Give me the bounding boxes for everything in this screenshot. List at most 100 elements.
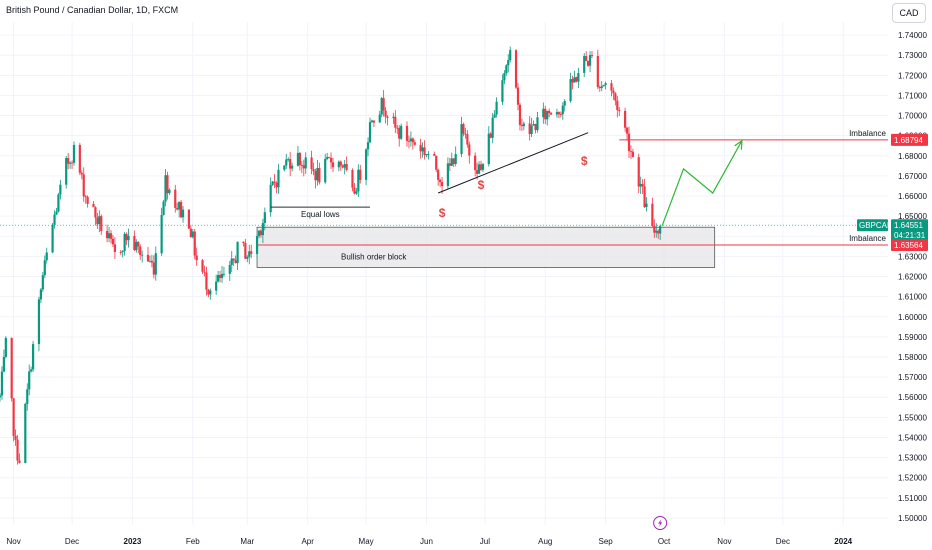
trendline[interactable]: [437, 132, 589, 194]
candle-body: [427, 153, 430, 155]
candle-body: [191, 231, 194, 238]
candle-body: [174, 189, 177, 208]
candle-body: [413, 142, 416, 145]
candle-body: [425, 154, 428, 156]
candle-body: [135, 241, 138, 251]
imbalance-bottom-label: Imbalance: [849, 234, 886, 243]
candle-body: [433, 153, 436, 156]
candle-body: [629, 151, 633, 152]
candle-body: [548, 110, 551, 114]
candle-body: [559, 114, 562, 115]
price-tick-label: 1.60000: [898, 313, 927, 322]
last-price-tag: [891, 219, 928, 242]
time-tick-label: 2024: [834, 537, 852, 546]
candle-body: [162, 201, 165, 215]
candle-body: [641, 183, 644, 187]
candle-body: [217, 275, 220, 282]
candle-body: [10, 337, 13, 399]
candle-body: [452, 158, 455, 164]
candle-body: [534, 124, 537, 131]
symbol-tag: [857, 219, 888, 232]
candle-body: [300, 165, 303, 166]
candle-body: [310, 157, 313, 170]
candle-body: [53, 214, 56, 225]
candle-body: [261, 223, 264, 236]
candle-body: [522, 123, 525, 127]
candle-body: [489, 133, 492, 138]
candle-body: [466, 134, 469, 145]
candle-body: [164, 175, 167, 202]
candle-body: [166, 175, 169, 194]
price-tick-label: 1.54000: [898, 433, 927, 442]
candle-body: [328, 157, 331, 158]
candle-body: [596, 56, 599, 87]
candle-body: [86, 196, 89, 204]
bullish-order-block[interactable]: [256, 226, 716, 268]
currency-button[interactable]: CAD: [892, 3, 926, 23]
candle-body: [468, 144, 471, 156]
candle-body: [372, 120, 375, 123]
candle-body: [437, 169, 440, 180]
candle-body: [384, 110, 387, 117]
candle-body: [176, 207, 179, 210]
candle-body: [0, 371, 4, 396]
candle-body: [655, 230, 658, 233]
bar-countdown: 04:21:31: [894, 231, 926, 240]
time-tick-label: Mar: [240, 537, 254, 546]
annotations-layer: Imbalance Imbalance Equal lows $ $ $: [257, 129, 888, 530]
candle-body: [575, 77, 578, 82]
time-axis[interactable]: Nov Dec 2023 Feb Mar Apr May Jun Jul Aug Sep Oct Nov…: [7, 537, 853, 546]
candle-body: [121, 251, 124, 253]
candle-body: [659, 225, 662, 234]
candle-body: [546, 110, 549, 120]
candle-body: [386, 116, 389, 118]
candle-body: [561, 105, 564, 115]
candle-body: [65, 158, 68, 185]
imbalance-top-price-tag: [891, 133, 928, 146]
candle-body: [643, 186, 646, 207]
candle-body: [612, 90, 615, 94]
candle-body: [345, 164, 348, 170]
candle-body: [181, 209, 185, 218]
candle-body: [43, 260, 46, 276]
candle-body: [448, 163, 451, 166]
candle-body: [542, 108, 545, 118]
price-axis[interactable]: 1.740001.730001.720001.710001.700001.690…: [888, 0, 932, 550]
candle-body: [514, 50, 518, 88]
candle-body: [45, 252, 48, 261]
chart-title: British Pound / Canadian Dollar, 1D, FXC…: [6, 5, 179, 15]
candle-body: [246, 256, 249, 259]
candle-body: [154, 253, 157, 275]
candle-body: [0, 395, 2, 398]
symbol-name: GBPCAD: [859, 221, 893, 230]
candle-body: [207, 289, 210, 295]
price-axis-bg: [888, 0, 932, 550]
candle-body: [37, 299, 41, 345]
candle-body: [67, 158, 70, 164]
candle-body: [353, 187, 356, 194]
candle-body: [150, 260, 153, 263]
candle-body: [423, 147, 426, 156]
candle-body: [627, 133, 631, 152]
candle-body: [72, 144, 76, 163]
dollar-icon: $: [478, 178, 485, 192]
candle-body: [98, 216, 101, 225]
imbalance-bottom-price: 1.63564: [894, 241, 923, 250]
candle-body: [409, 138, 412, 142]
liquidity-marks: $ $ $: [439, 154, 588, 220]
candle-body: [491, 117, 494, 138]
candle-body: [573, 77, 576, 83]
price-tick-label: 1.70000: [898, 112, 927, 121]
projection-path[interactable]: [661, 140, 743, 227]
candle-body: [487, 133, 490, 165]
candle-body: [454, 154, 457, 164]
candle-body: [291, 165, 294, 169]
candle-body: [355, 191, 358, 194]
time-tick-label: Jun: [420, 537, 433, 546]
flash-icon[interactable]: [653, 516, 668, 530]
candle-body: [24, 403, 27, 463]
candle-body: [366, 142, 370, 150]
candle-body: [220, 273, 224, 278]
candle-body: [604, 83, 607, 86]
